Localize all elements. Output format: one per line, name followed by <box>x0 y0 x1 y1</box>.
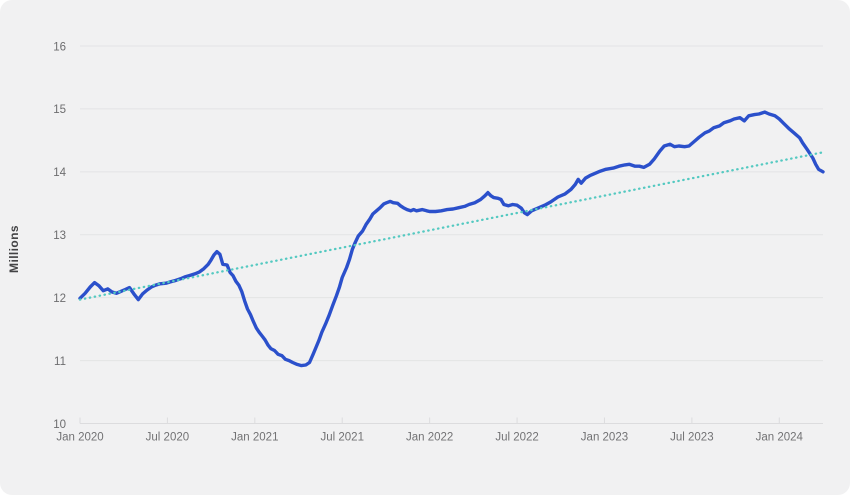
y-tick-label: 14 <box>53 167 66 179</box>
x-tick-label: Jan 2021 <box>231 432 278 444</box>
x-tick-label: Jan 2023 <box>581 432 628 444</box>
x-tick-label: Jul 2022 <box>495 432 538 444</box>
x-tick-label: Jan 2024 <box>756 432 804 444</box>
y-tick-label: 11 <box>54 356 66 368</box>
y-tick-label: 10 <box>53 419 66 431</box>
gridlines-group <box>80 45 823 424</box>
x-tick-label: Jan 2020 <box>56 432 103 444</box>
y-axis-title: Millions <box>7 225 21 273</box>
x-axis <box>79 417 780 424</box>
x-tick-label: Jul 2021 <box>320 432 363 444</box>
trend-line <box>78 151 825 301</box>
x-tick-label: Jan 2022 <box>406 432 453 444</box>
data-series-group <box>78 110 825 368</box>
x-tick-label: Jul 2020 <box>146 432 189 444</box>
x-tick-label: Jul 2023 <box>670 432 713 444</box>
y-tick-label: 12 <box>53 293 66 305</box>
y-axis-tick-labels: 16 15 14 13 12 11 10 <box>53 41 66 431</box>
data-line <box>78 110 825 368</box>
y-tick-label: 15 <box>53 104 66 116</box>
y-tick-label: 13 <box>53 230 66 242</box>
y-tick-label: 16 <box>53 41 66 53</box>
x-axis-tick-labels: Jan 2020 Jul 2020 Jan 2021 Jul 2021 Jan 2022… <box>56 432 803 444</box>
